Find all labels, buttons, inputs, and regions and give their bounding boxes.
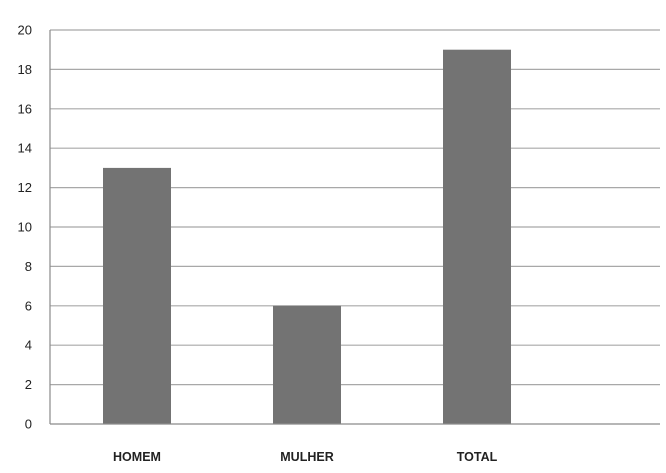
bar-homem bbox=[103, 167, 171, 424]
x-category-label: HOMEM bbox=[113, 450, 161, 464]
y-tick-label: 2 bbox=[25, 377, 32, 392]
bars bbox=[103, 49, 511, 424]
y-tick-label: 6 bbox=[25, 298, 32, 313]
y-tick-label: 4 bbox=[25, 338, 32, 353]
x-category-label: MULHER bbox=[280, 450, 333, 464]
y-tick-label: 8 bbox=[25, 259, 32, 274]
x-category-label: TOTAL bbox=[457, 450, 498, 464]
y-tick-label: 20 bbox=[18, 23, 32, 38]
y-tick-label: 0 bbox=[25, 417, 32, 432]
y-axis-ticks: 0 2 4 6 8 10 12 14 16 18 20 bbox=[18, 23, 32, 432]
y-tick-label: 14 bbox=[18, 141, 32, 156]
y-tick-label: 12 bbox=[18, 180, 32, 195]
x-axis-categories: HOMEM MULHER TOTAL bbox=[113, 450, 498, 464]
y-tick-label: 16 bbox=[18, 101, 32, 116]
bar-total bbox=[443, 49, 511, 424]
y-tick-label: 10 bbox=[18, 220, 32, 235]
y-tick-label: 18 bbox=[18, 62, 32, 77]
bar-mulher bbox=[273, 305, 341, 424]
